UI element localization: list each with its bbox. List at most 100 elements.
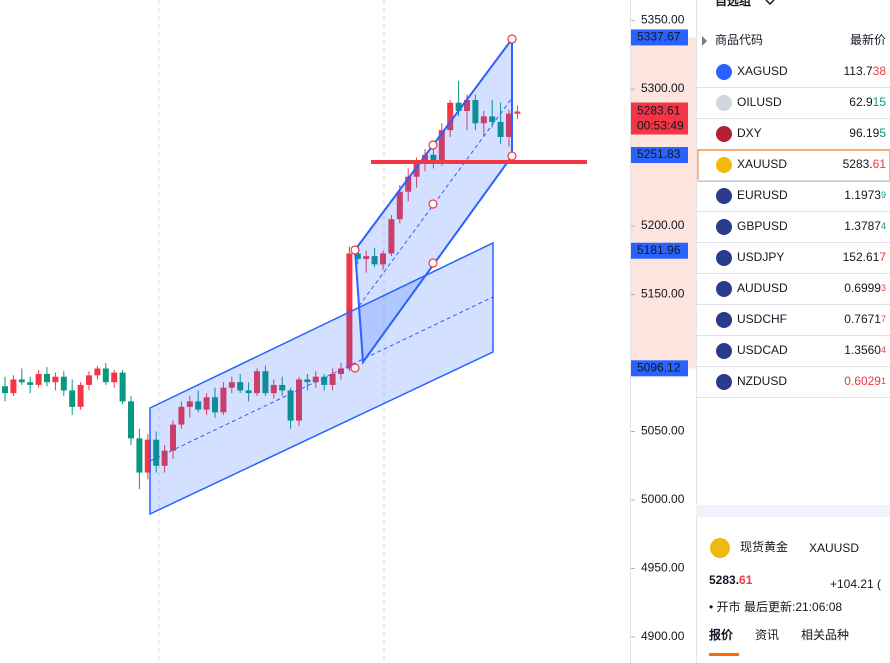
price-main: 1.3560 [844, 343, 881, 357]
symbol[interactable]: AUDUSD [737, 281, 788, 295]
symbol-icon [716, 374, 732, 390]
price-main: 0.6999 [844, 281, 881, 295]
y-tick-label: 5150.00 [641, 287, 685, 301]
symbol[interactable]: OILUSD [737, 95, 782, 109]
handle [350, 245, 360, 255]
tab[interactable]: 报价 [709, 627, 734, 642]
price-main: 62.9 [849, 95, 873, 109]
candle-body [10, 379, 17, 394]
symbol-icon [716, 64, 732, 80]
candle-body [245, 390, 252, 394]
countdown: 00:53:49 [637, 119, 684, 133]
symbol[interactable]: GBPUSD [737, 219, 788, 233]
symbol[interactable]: DXY [737, 126, 762, 140]
price-main: 1.3787 [844, 219, 881, 233]
detail-symbol: XAUUSD [809, 541, 859, 555]
candle-body [497, 121, 504, 137]
candle-body [119, 372, 126, 402]
candle-body [170, 424, 176, 451]
symbol-icon [716, 219, 732, 235]
price-tail: 15 [873, 95, 887, 109]
symbol[interactable]: EURUSD [737, 188, 788, 202]
candle-body [94, 368, 101, 376]
price-tail: 7 [881, 314, 886, 324]
symbol[interactable]: NZDUSD [737, 374, 787, 388]
candle-body [60, 376, 67, 391]
watchlist-title[interactable]: 自选组 [715, 0, 751, 8]
symbol-icon [716, 281, 732, 297]
price-tail: 61 [873, 157, 887, 171]
candle-body [69, 390, 76, 407]
price: 96.195 [849, 126, 886, 140]
price: 62.915 [849, 95, 886, 109]
candle-body [254, 371, 260, 394]
handle [350, 363, 360, 373]
candle-body [153, 439, 160, 466]
candle-body [405, 176, 412, 192]
price-main: 5283. [709, 573, 739, 587]
price: 1.35604 [844, 343, 886, 357]
price-label-box [631, 360, 688, 377]
price-tail: 3 [881, 283, 886, 293]
divider [696, 505, 890, 517]
dropdown-icon[interactable] [765, 0, 775, 6]
col-header: 最新价 [850, 32, 886, 47]
symbol[interactable]: USDCAD [737, 343, 788, 357]
candle-body [430, 154, 437, 161]
candle-body [203, 397, 210, 410]
candle-body [102, 368, 109, 383]
price-main: 5283. [843, 157, 873, 171]
drawings [149, 34, 587, 516]
price-label: 5251.83 [637, 147, 681, 161]
price-tail: 1 [881, 376, 886, 386]
symbol[interactable]: USDJPY [737, 250, 784, 264]
candle-body [44, 373, 50, 383]
candles [2, 80, 521, 490]
candle-body [35, 373, 42, 385]
y-tick-label: 5350.00 [641, 13, 685, 27]
handle [428, 258, 438, 268]
detail-change: +104.21 ( [830, 577, 881, 591]
price-label: 5096.12 [637, 360, 681, 374]
candle-body [228, 382, 235, 388]
symbol[interactable]: USDCHF [737, 312, 787, 326]
candle-body [329, 373, 336, 385]
detail-name: 现货黄金 [740, 539, 788, 554]
candle-body [371, 256, 378, 265]
candle-body [18, 379, 25, 383]
candle-body [287, 390, 294, 421]
candle-body [86, 375, 92, 385]
handle [507, 151, 517, 161]
candle-body [212, 397, 218, 413]
candle-body [270, 384, 277, 394]
tab[interactable]: 相关品种 [801, 628, 849, 642]
symbol[interactable]: XAUUSD [737, 157, 787, 171]
candle-body [413, 163, 420, 177]
candle-body [312, 376, 319, 383]
symbol-icon [716, 157, 732, 173]
last-update: 最后更新:21:06:08 [744, 599, 842, 614]
candle-body [296, 379, 302, 421]
candle-body [2, 386, 8, 394]
candle-body [396, 191, 403, 220]
candle-body [464, 99, 470, 111]
price-main: 0.7671 [844, 312, 881, 326]
candle-body [220, 387, 227, 413]
price-main: 152.61 [843, 250, 880, 264]
symbol-icon [716, 95, 732, 111]
symbol-icon [716, 250, 732, 266]
collapse-icon[interactable] [702, 36, 707, 46]
candle-body [279, 384, 286, 391]
symbol[interactable]: XAGUSD [737, 64, 788, 78]
candle-body [144, 439, 151, 473]
candle-body [514, 111, 521, 114]
last-price: 5283.61 [637, 104, 681, 118]
gold-icon [710, 538, 730, 558]
candle-body [346, 253, 353, 369]
price-tail: 9 [881, 190, 886, 200]
candle-body [380, 253, 386, 265]
candle-body [161, 450, 168, 466]
tab[interactable]: 资讯 [755, 628, 779, 642]
